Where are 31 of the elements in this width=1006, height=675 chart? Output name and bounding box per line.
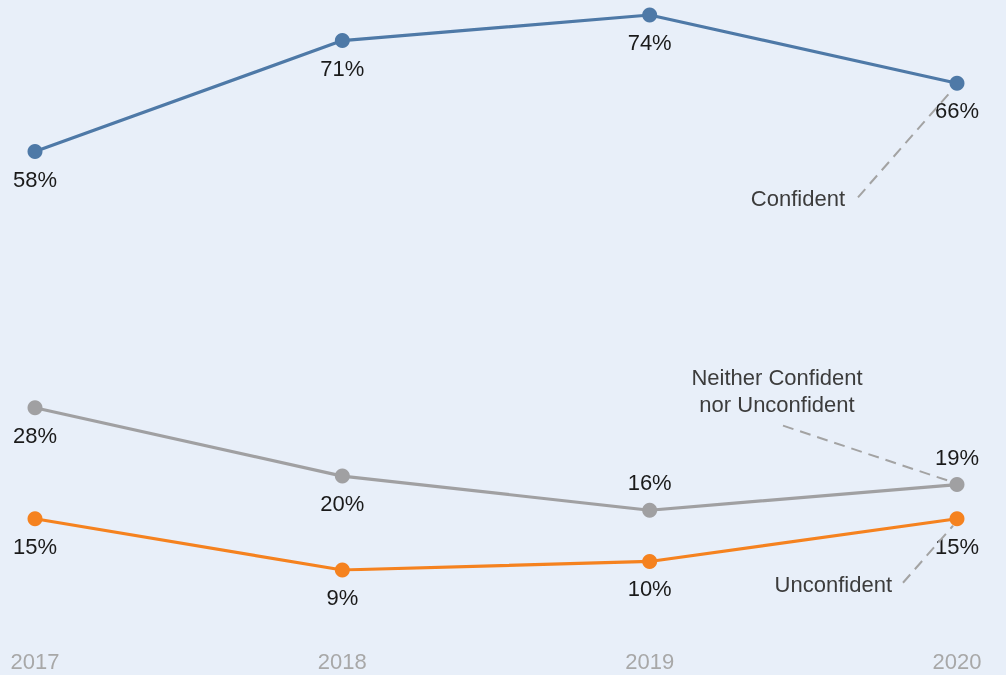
data-label: 15% bbox=[934, 533, 980, 559]
x-tick-label: 2019 bbox=[625, 648, 675, 674]
point bbox=[27, 511, 43, 527]
data-label: 19% bbox=[934, 444, 980, 470]
point bbox=[642, 502, 658, 518]
data-label: 20% bbox=[320, 491, 365, 517]
point bbox=[334, 33, 350, 49]
x-tick-label: 2018 bbox=[317, 648, 367, 674]
text: Neither Confident nor Unconfident bbox=[690, 363, 864, 418]
point bbox=[334, 468, 350, 484]
point bbox=[949, 75, 965, 91]
data-label: 16% bbox=[627, 470, 672, 496]
data-label: 15% bbox=[12, 533, 58, 559]
data-label: 58% bbox=[12, 166, 58, 192]
series-label: Unconfident bbox=[774, 570, 892, 598]
point bbox=[642, 7, 658, 23]
point bbox=[27, 400, 43, 416]
data-label: 74% bbox=[627, 30, 672, 55]
x-tick-label: 2017 bbox=[10, 648, 60, 674]
data-label: 28% bbox=[12, 422, 58, 448]
point bbox=[27, 144, 43, 160]
point bbox=[949, 477, 965, 493]
x-tick-label: 2020 bbox=[932, 648, 982, 674]
point bbox=[642, 553, 658, 569]
text: Confident bbox=[750, 184, 845, 212]
point bbox=[334, 562, 350, 578]
data-label: 66% bbox=[934, 98, 980, 124]
data-label: 71% bbox=[320, 55, 365, 81]
data-label: 10% bbox=[627, 576, 672, 602]
point bbox=[949, 511, 965, 527]
data-label: 9% bbox=[326, 585, 359, 610]
